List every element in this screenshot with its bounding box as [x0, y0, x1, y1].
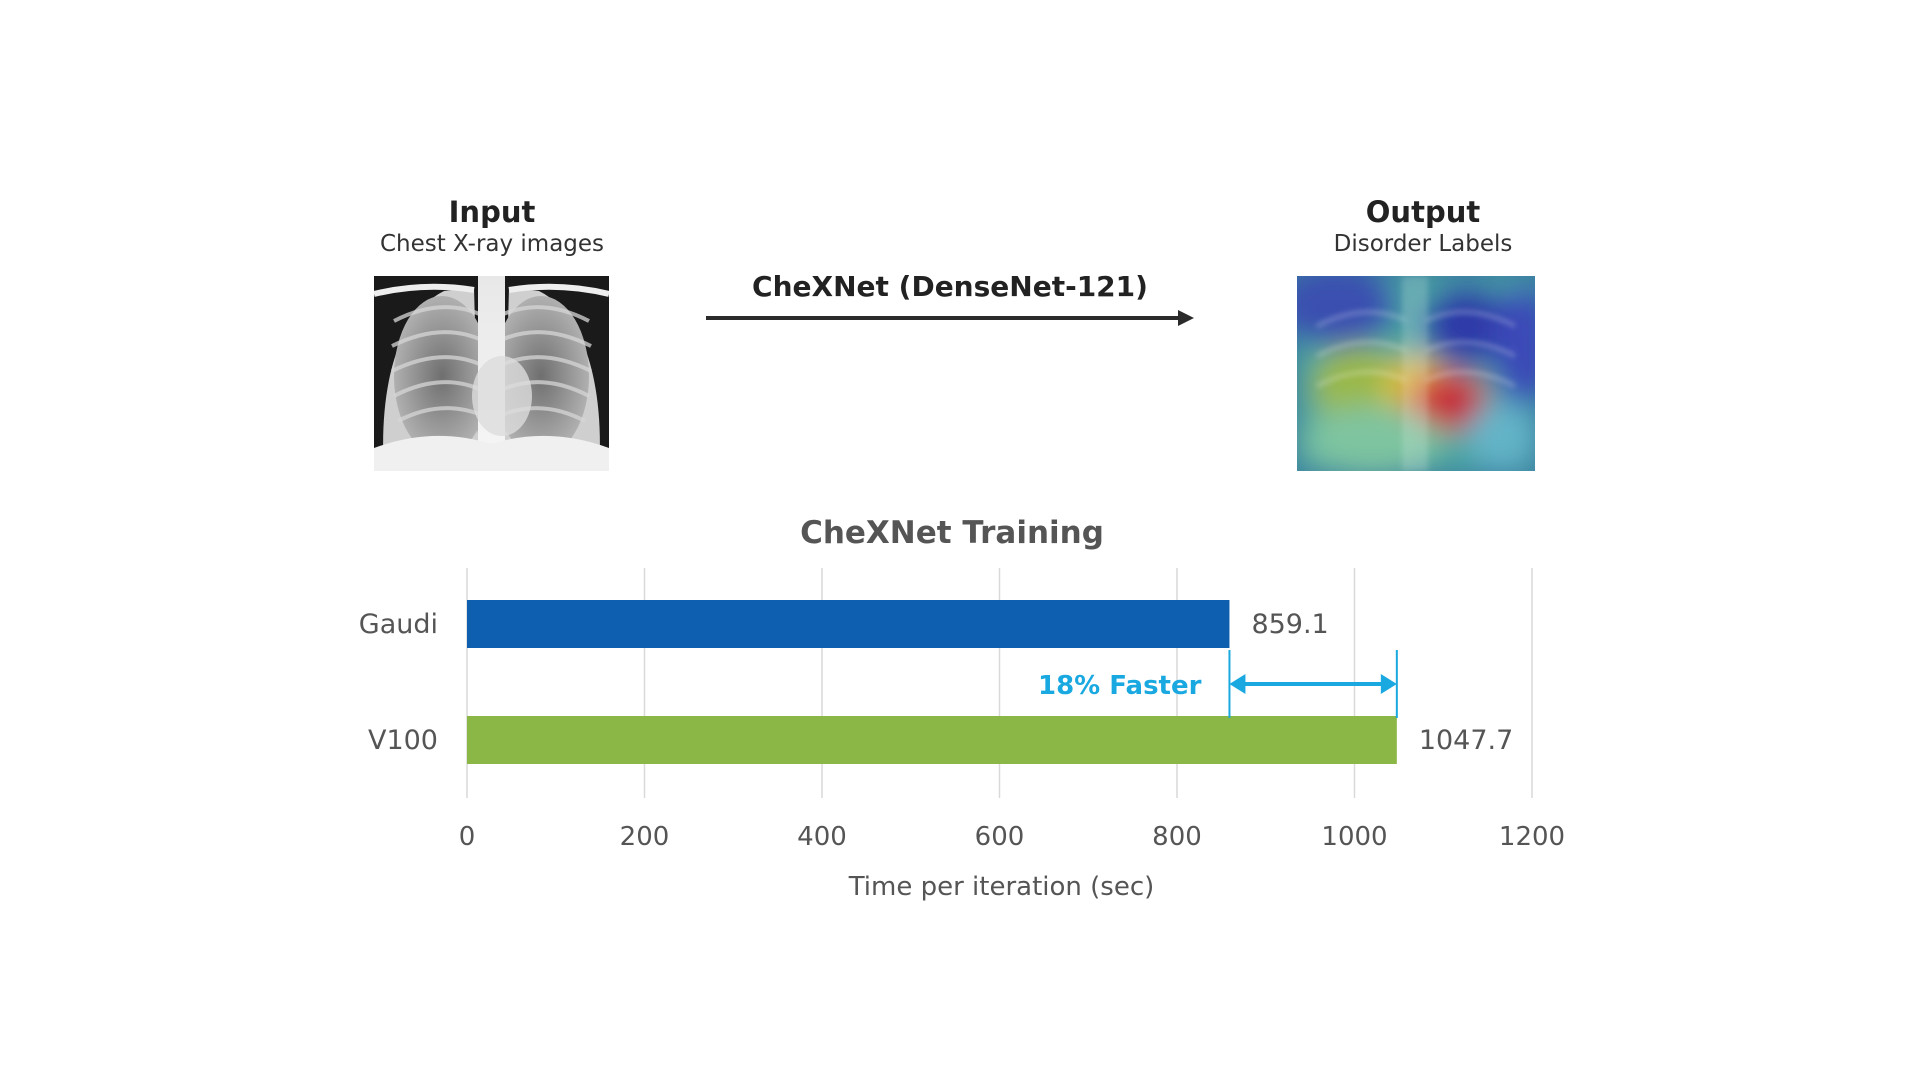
annotation-label: 18% Faster — [1038, 671, 1202, 701]
arrow-label: CheXNet (DenseNet-121) — [752, 270, 1148, 303]
x-axis-label: Time per iteration (sec) — [848, 872, 1155, 902]
x-tick-label-200: 200 — [620, 822, 670, 852]
input-title: Input — [448, 195, 536, 229]
x-tick-label-600: 600 — [975, 822, 1025, 852]
category-label-v100: V100 — [368, 725, 438, 756]
data-label-gaudi: 859.1 — [1251, 609, 1328, 640]
process-arrow — [706, 310, 1194, 326]
x-tick-label-400: 400 — [797, 822, 847, 852]
output-title: Output — [1365, 195, 1481, 229]
category-label-gaudi: Gaudi — [359, 609, 438, 640]
heatmap-image — [1297, 276, 1535, 471]
x-tick-label-1200: 1200 — [1499, 822, 1565, 852]
annotation-arrowhead-left — [1229, 674, 1246, 694]
x-tick-label-800: 800 — [1152, 822, 1202, 852]
input-subtitle: Chest X-ray images — [379, 231, 605, 257]
x-tick-label-0: 0 — [459, 822, 476, 852]
output-subtitle: Disorder Labels — [1333, 231, 1513, 257]
annotation-arrowhead-right — [1380, 674, 1397, 694]
x-tick-label-1000: 1000 — [1321, 822, 1387, 852]
bar-gaudi — [467, 600, 1230, 648]
data-label-v100: 1047.7 — [1419, 725, 1513, 756]
chart-title: CheXNet Training — [800, 515, 1104, 551]
bar-v100 — [467, 716, 1397, 764]
chest-xray-image — [374, 276, 609, 471]
